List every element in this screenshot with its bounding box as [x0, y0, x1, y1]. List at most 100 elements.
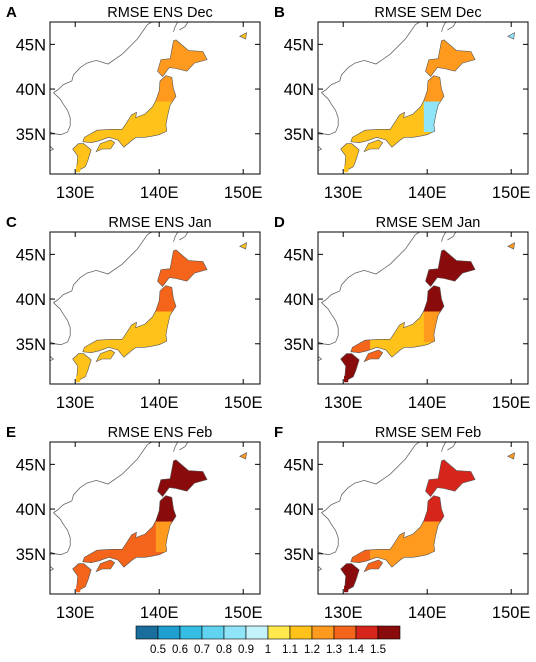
coastline — [447, 21, 457, 31]
panel-letter: C — [6, 214, 17, 231]
region-kyushu — [340, 143, 360, 170]
panel-letter: D — [274, 214, 285, 231]
region-honshu — [350, 495, 444, 568]
region-island — [239, 32, 247, 40]
coastline — [317, 92, 339, 136]
region-shikoku — [95, 559, 116, 573]
x-tick-label: 150E — [224, 394, 263, 412]
x-tick-label: 150E — [492, 184, 531, 202]
colorbar-label: 1 — [265, 644, 271, 656]
colorbar-svg: 0.5 0.6 0.7 0.8 0.9 1 1.1 1.2 1.3 1.4 1.5 — [135, 625, 401, 656]
colorbar-label: 0.7 — [194, 644, 210, 656]
colorbar-swatch — [311, 625, 335, 640]
map-svg: E RMSE ENS Feb 130E 140E 150E 45N 40N 35N — [6, 424, 262, 622]
x-tick-label: 140E — [140, 184, 179, 202]
coastline — [49, 92, 71, 136]
coastline — [317, 145, 323, 152]
y-tick-label: 40N — [284, 81, 314, 99]
colorbar-swatch — [289, 625, 313, 640]
x-tick-label: 150E — [224, 184, 263, 202]
y-tick-label: 45N — [284, 36, 314, 54]
region-kyushu — [72, 563, 92, 590]
coastline — [173, 441, 179, 452]
colorbar-swatch — [377, 625, 401, 640]
x-tick-label: 140E — [408, 604, 447, 622]
colorbar-label: 1.4 — [348, 644, 365, 656]
coastline — [49, 302, 71, 346]
map-frame — [317, 231, 529, 385]
x-tick-label: 130E — [324, 184, 363, 202]
colorbar-label: 0.8 — [216, 644, 232, 656]
x-tick-label: 130E — [324, 394, 363, 412]
region-satsuma — [344, 585, 349, 593]
region-island — [507, 452, 515, 460]
colorbar-label: 1.2 — [304, 644, 320, 656]
coastline — [173, 21, 179, 32]
region-satsuma — [344, 165, 349, 173]
y-tick-label: 45N — [16, 36, 46, 54]
coastline — [53, 231, 152, 303]
y-tick-label: 35N — [284, 336, 314, 354]
y-tick-label: 45N — [16, 456, 46, 474]
coastline — [173, 231, 179, 242]
coastline — [53, 21, 152, 93]
map-panel-e: E RMSE ENS Feb 130E 140E 150E 45N 40N 35N — [0, 420, 268, 630]
x-tick-label: 150E — [492, 394, 531, 412]
y-tick-label: 40N — [16, 291, 46, 309]
region-shikoku — [363, 139, 384, 153]
honshu-outline — [82, 495, 177, 568]
colorbar-swatch — [355, 625, 379, 640]
map-frame — [49, 231, 261, 385]
panel-title: RMSE ENS Jan — [108, 215, 211, 231]
y-tick-label: 35N — [284, 546, 314, 564]
region-kyushu — [72, 353, 92, 380]
coastline — [317, 355, 323, 362]
y-tick-label: 35N — [16, 126, 46, 144]
colorbar-swatch — [245, 625, 269, 640]
colorbar-swatch — [157, 625, 181, 640]
x-tick-label: 140E — [140, 604, 179, 622]
region-shikoku — [95, 349, 116, 363]
region-kyushu — [340, 353, 360, 380]
panel-letter: A — [6, 4, 17, 21]
colorbar-label: 0.6 — [172, 644, 188, 656]
map-svg: F RMSE SEM Feb 130E 140E 150E 45N 40N 35N — [274, 424, 530, 622]
x-tick-label: 130E — [56, 604, 95, 622]
coastline — [441, 441, 447, 452]
panel-title: RMSE SEM Dec — [374, 5, 481, 21]
y-tick-label: 45N — [284, 456, 314, 474]
coastline — [49, 565, 55, 572]
coastline — [179, 21, 189, 31]
colorbar-label: 1.1 — [282, 644, 298, 656]
region-island — [507, 32, 515, 40]
x-tick-label: 130E — [324, 604, 363, 622]
honshu-outline — [350, 285, 445, 358]
region-hokkaido — [157, 459, 208, 497]
colorbar-swatch — [223, 625, 247, 640]
region-satsuma — [344, 375, 349, 383]
honshu-outline — [82, 75, 177, 148]
colorbar-label: 1.5 — [370, 644, 386, 656]
colorbar-swatch — [135, 625, 159, 640]
colorbar-label: 0.5 — [150, 644, 166, 656]
honshu-outline — [350, 75, 445, 148]
y-tick-label: 40N — [284, 291, 314, 309]
region-island — [239, 242, 247, 250]
region-island — [507, 242, 515, 250]
coastline — [447, 231, 457, 241]
coastline — [317, 565, 323, 572]
coastline — [49, 145, 55, 152]
region-honshu — [82, 75, 176, 148]
region-hokkaido — [157, 39, 208, 77]
region-hokkaido — [425, 459, 476, 497]
honshu-outline — [82, 285, 177, 358]
region-shikoku — [95, 139, 116, 153]
colorbar-label: 0.9 — [238, 644, 254, 656]
coastline — [441, 21, 447, 32]
coastline — [317, 302, 339, 346]
y-tick-label: 40N — [284, 501, 314, 519]
panel-title: RMSE ENS Feb — [108, 425, 213, 441]
coastline — [321, 231, 420, 303]
coastline — [317, 512, 339, 556]
region-honshu — [82, 285, 176, 358]
